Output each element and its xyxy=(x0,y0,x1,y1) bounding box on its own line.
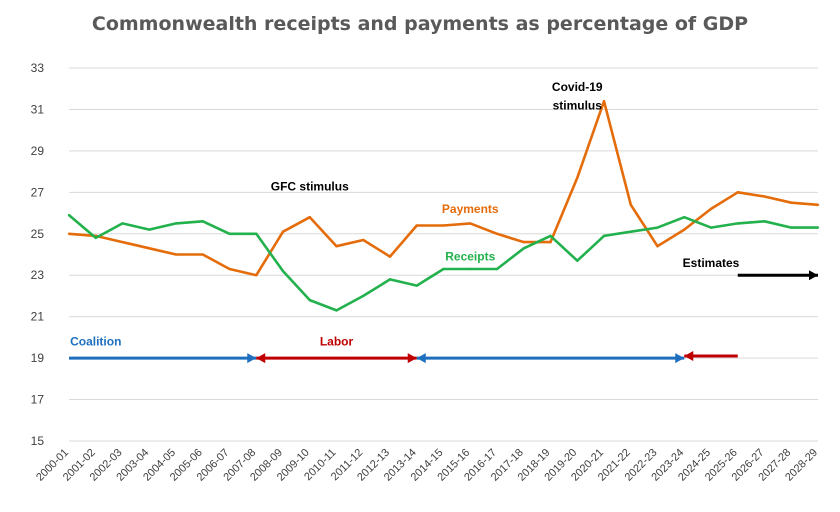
point-receipts xyxy=(763,220,766,223)
coalition-arrow-2-head-start xyxy=(416,353,426,364)
point-receipts xyxy=(602,234,606,238)
point-payments xyxy=(335,245,338,248)
point-payments xyxy=(442,224,445,227)
point-receipts xyxy=(656,226,659,229)
point-receipts xyxy=(67,213,71,217)
point-receipts xyxy=(335,309,338,312)
point-payments xyxy=(388,255,392,258)
point-receipts xyxy=(709,226,713,229)
point-receipts xyxy=(576,259,579,262)
point-payments xyxy=(736,191,739,194)
point-receipts xyxy=(121,222,124,225)
point-payments xyxy=(522,240,525,244)
labor-arrow-1-head-start xyxy=(256,353,266,364)
coalition-arrow-1-head-end xyxy=(247,353,257,364)
y-axis-ticks: 15 17 19 21 23 25 27 29 31 33 xyxy=(31,61,45,448)
point-payments xyxy=(255,274,258,277)
point-receipts xyxy=(629,230,632,233)
point-payments xyxy=(308,216,311,219)
point-receipts xyxy=(683,216,686,219)
y-tick-label: 33 xyxy=(31,61,45,75)
point-receipts xyxy=(495,267,499,271)
point-payments xyxy=(549,240,552,244)
annotation-coalition-label: Coalition xyxy=(70,335,121,349)
point-receipts xyxy=(255,232,258,235)
point-receipts xyxy=(736,222,739,225)
y-tick-label: 29 xyxy=(31,144,45,158)
y-tick-label: 27 xyxy=(31,185,45,199)
y-tick-label: 23 xyxy=(31,268,45,282)
annotation-receipts-label: Receipts xyxy=(445,250,495,264)
point-receipts xyxy=(281,269,285,273)
point-payments xyxy=(709,207,713,211)
x-axis-ticks: 2000-012001-022002-032003-042004-052005-… xyxy=(34,447,820,484)
annotation-gfc: GFC stimulus xyxy=(271,179,349,193)
y-tick-label: 19 xyxy=(31,351,45,365)
point-payments xyxy=(281,230,285,233)
point-receipts xyxy=(228,232,231,235)
point-receipts xyxy=(362,294,365,298)
point-receipts xyxy=(442,267,445,271)
point-receipts xyxy=(174,222,178,225)
series-lines xyxy=(67,99,820,312)
series-line-payments xyxy=(68,99,819,277)
point-receipts xyxy=(148,228,151,231)
point-payments xyxy=(602,99,606,103)
estimates-arrow-head-end xyxy=(809,270,818,281)
point-payments xyxy=(629,203,632,206)
labor-arrow-2-head-start xyxy=(684,351,694,362)
point-receipts xyxy=(201,220,204,223)
point-payments xyxy=(415,224,418,227)
point-payments xyxy=(790,201,793,204)
point-receipts xyxy=(790,226,793,229)
point-payments xyxy=(174,253,178,256)
annotations: GFC stimulus Covid-19 stimulus Payments Rece… xyxy=(70,80,740,349)
coalition-arrow-2-head-end xyxy=(675,353,685,364)
point-receipts xyxy=(469,267,472,271)
point-receipts xyxy=(308,298,311,302)
annotation-payments-label: Payments xyxy=(442,202,499,216)
point-receipts xyxy=(388,278,392,281)
point-payments xyxy=(656,245,659,248)
point-payments xyxy=(816,203,820,206)
point-payments xyxy=(121,240,124,244)
annotation-covid1: Covid-19 xyxy=(552,80,603,94)
point-receipts xyxy=(549,234,552,238)
annotation-labor-label: Labor xyxy=(320,335,354,349)
point-payments xyxy=(228,267,231,271)
point-receipts xyxy=(816,226,820,229)
y-tick-label: 21 xyxy=(31,310,45,324)
point-payments xyxy=(576,176,579,180)
point-payments xyxy=(469,222,472,225)
point-payments xyxy=(67,232,71,235)
y-tick-label: 17 xyxy=(31,393,45,407)
period-arrows xyxy=(69,270,818,364)
labor-arrow-1-head-end xyxy=(407,353,417,364)
point-payments xyxy=(148,247,151,250)
point-receipts xyxy=(415,284,418,287)
chart-title: Commonwealth receipts and payments as pe… xyxy=(92,13,748,35)
point-receipts xyxy=(522,247,525,250)
y-tick-label: 15 xyxy=(31,434,45,448)
annotation-estimates-label: Estimates xyxy=(683,256,740,270)
point-receipts xyxy=(94,236,97,240)
point-payments xyxy=(495,232,499,235)
point-payments xyxy=(683,228,686,231)
point-payments xyxy=(201,253,204,256)
point-payments xyxy=(362,238,365,242)
annotation-covid2: stimulus xyxy=(553,98,603,112)
y-tick-label: 31 xyxy=(31,102,45,116)
point-payments xyxy=(763,195,766,198)
y-tick-label: 25 xyxy=(31,227,45,241)
